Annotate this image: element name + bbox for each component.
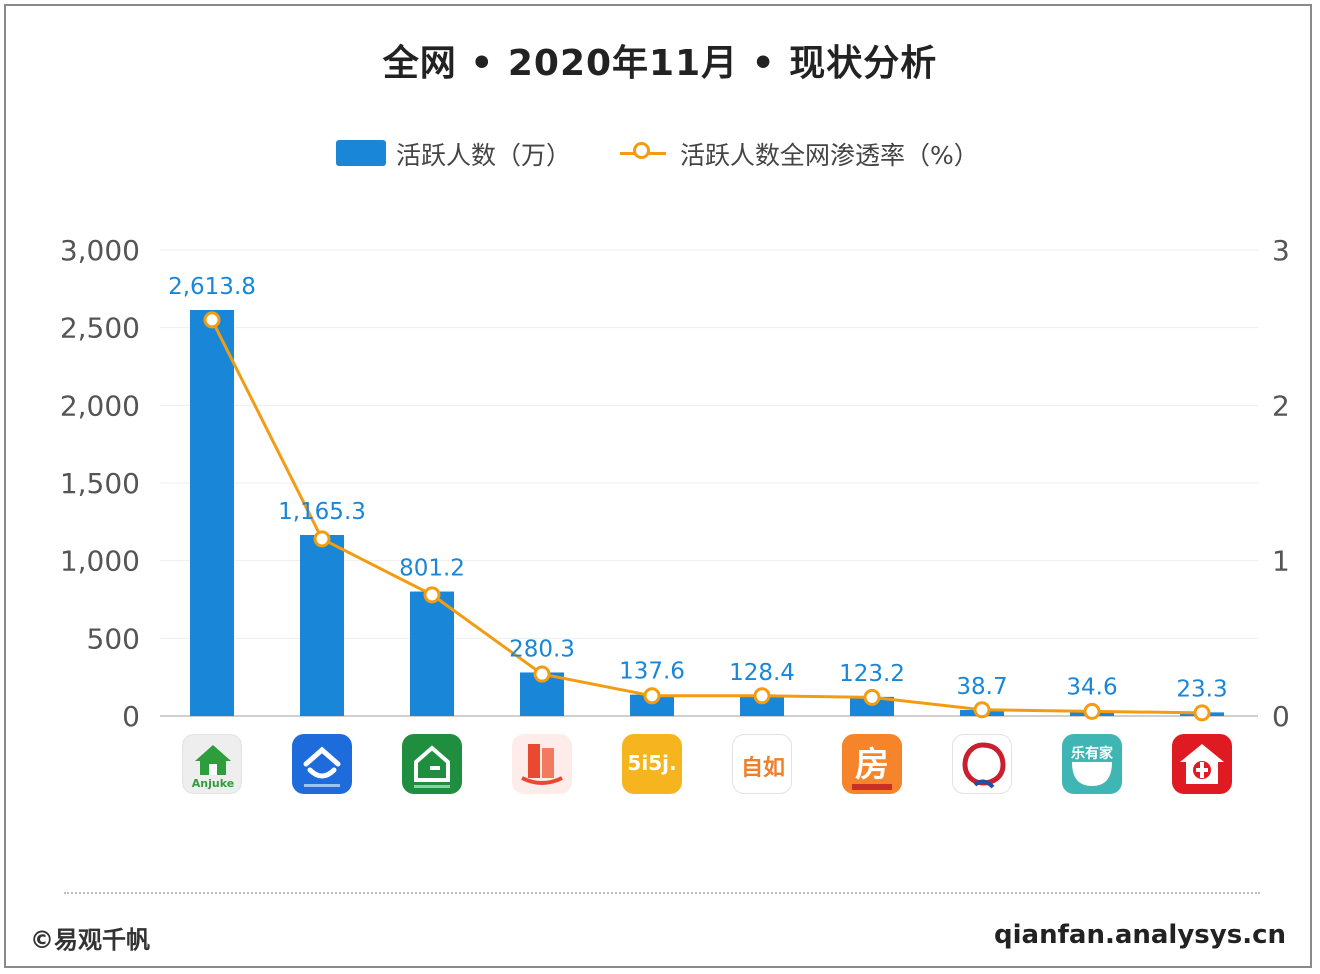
y-left-tick-label: 3,000 [60,234,140,267]
footer-brand: ©易观千帆 [30,926,150,954]
footer-url: qianfan.analysys.cn [994,920,1286,950]
y-left-tick-label: 2,500 [60,312,140,345]
zhuge-icon: 房 [842,734,902,794]
bar-data-label: 23.3 [1176,676,1227,702]
legend-line-label: 活跃人数全网渗透率（%） [680,141,979,170]
5i5j-icon: 5i5j. [622,734,682,794]
line-point [533,665,551,683]
fangtianxia-icon [512,734,572,794]
y-left-tick-label: 1,500 [60,467,140,500]
beike-icon [292,734,352,794]
line-point [753,687,771,705]
legend-bar-label: 活跃人数（万） [396,141,572,170]
bar-data-label: 280.3 [509,636,575,662]
legend-line-marker [633,142,650,159]
y-right-tick-label: 2 [1272,389,1290,422]
bar [740,696,784,716]
bar-data-label: 1,165.3 [278,499,366,525]
footer-divider [64,892,1260,894]
y-left-tick-label: 500 [87,622,140,655]
line-point [973,701,991,719]
line-point [423,586,441,604]
line-point [203,311,221,329]
bar [410,591,454,716]
ziroom-icon: 自如 [732,734,792,794]
y-right-tick-label: 3 [1272,234,1290,267]
bar [630,694,674,716]
bar [300,534,344,716]
bar-data-label: 34.6 [1066,675,1117,701]
bar-data-label: 137.6 [619,659,685,685]
app-icon-text: 自如 [741,755,785,781]
bar-data-label: 801.2 [399,556,465,582]
qfang-icon [952,734,1012,794]
bar-data-label: 38.7 [956,674,1007,700]
bar [850,696,894,716]
line-series [210,319,1203,715]
app-icon-text: 乐有家 [1071,745,1114,762]
legend: 活跃人数（万） 活跃人数全网渗透率（%） [0,132,1320,172]
y-right-tick-label: 0 [1272,700,1290,733]
bar-data-label: 2,613.8 [168,274,256,300]
lianjia-icon [402,734,462,794]
leyoujia-icon: 乐有家 [1062,734,1122,794]
line-point [1193,704,1211,722]
app-icon-text: Anjuke [192,777,234,790]
line-point [643,687,661,705]
y-left-tick-label: 0 [122,700,140,733]
line-point [863,688,881,706]
line-point [1083,702,1101,720]
bar [190,309,234,716]
legend-bar-swatch [336,140,386,166]
line-point [313,530,331,548]
centaline-icon [1172,734,1232,794]
app-icon-text: 5i5j. [627,751,676,775]
y-left-tick-label: 1,000 [60,545,140,578]
chart-title: 全网 • 2020年11月 • 现状分析 [382,43,938,84]
bar-data-label: 123.2 [839,661,905,687]
bar-data-label: 128.4 [729,660,795,686]
y-right-tick-label: 1 [1272,545,1290,578]
y-left-tick-label: 2,000 [60,389,140,422]
app-icon-text: 房 [855,745,889,785]
anjuke-icon: Anjuke [182,734,242,794]
